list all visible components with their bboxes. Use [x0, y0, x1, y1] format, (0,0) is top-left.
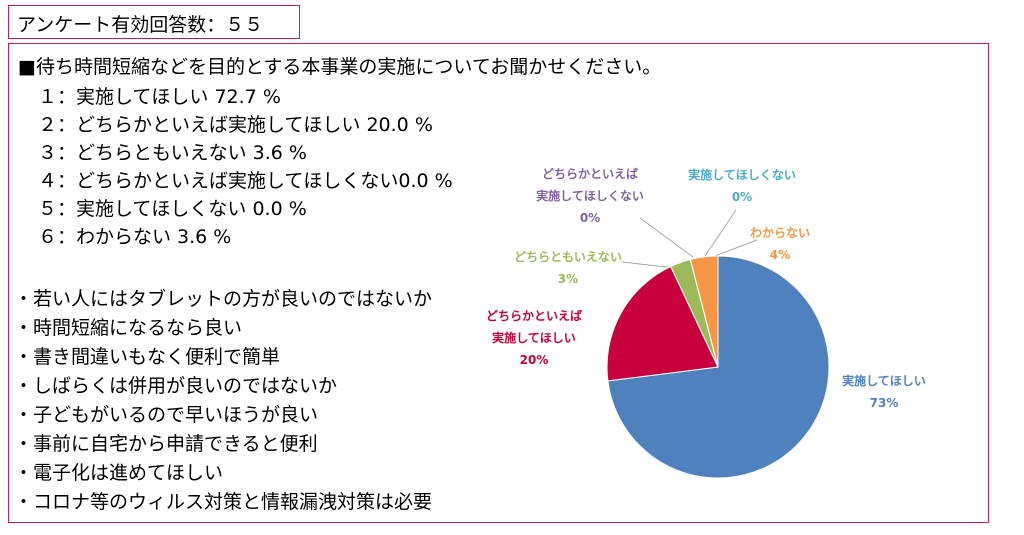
pie-slice — [606, 265, 719, 382]
data-label: どちらともいえない 3% — [514, 246, 622, 290]
comment: ・時間短縮になるなら良い — [14, 317, 243, 339]
label-category: 実施してほしい — [842, 374, 926, 388]
data-label: 実施してほしい 73% — [842, 370, 926, 414]
label-value: 73% — [869, 396, 899, 410]
leader-line — [621, 261, 677, 269]
comment: ・子どもがいるので早いほうが良い — [14, 404, 319, 426]
leader-line — [711, 239, 758, 258]
leader-lines — [621, 209, 758, 269]
leader-line — [639, 217, 694, 258]
header-box: アンケート有効回答数：５５ — [8, 5, 300, 39]
label-category: どちらかといえば 実施してほしい — [485, 309, 583, 345]
label-value: 4% — [769, 248, 791, 262]
answer: １：実施してほしい 72.7 % — [38, 86, 281, 108]
label-category: どちらともいえない — [514, 250, 622, 264]
answer: ２：どちらかといえば実施してほしい 20.0 % — [38, 114, 433, 136]
data-label: どちらかといえば 実施してほしくない 0% — [536, 163, 644, 229]
comment: ・電子化は進めてほしい — [14, 462, 224, 484]
label-category: 実施してほしくない — [688, 168, 796, 182]
answer: ６：わからない 3.6 % — [38, 226, 232, 248]
data-label: どちらかといえば 実施してほしい 20% — [486, 305, 582, 371]
label-category: どちらかといえば 実施してほしくない — [536, 167, 644, 203]
label-value: 3% — [557, 272, 579, 286]
label-value: 20% — [519, 353, 549, 367]
data-label: 実施してほしくない 0% — [688, 164, 796, 208]
comment: ・しばらくは併用が良いのではないか — [14, 375, 338, 397]
data-label: わからない 4% — [750, 222, 810, 266]
leader-line — [704, 209, 737, 257]
label-category: わからない — [749, 226, 811, 240]
comment: ・事前に自宅から申請できると便利 — [14, 433, 318, 455]
label-value: 0% — [579, 211, 601, 225]
comment: ・若い人にはタブレットの方が良いのではないか — [14, 288, 433, 310]
label-value: 0% — [731, 190, 753, 204]
answer: ４：どちらかといえば実施してほしくない0.0 % — [38, 170, 453, 192]
header-title: アンケート有効回答数：５５ — [17, 14, 264, 36]
answer: ３：どちらともいえない 3.6 % — [38, 142, 307, 164]
comment: ・書き間違いもなく便利で簡単 — [14, 346, 281, 368]
answer: ５：実施してほしくない 0.0 % — [38, 198, 307, 220]
main-box — [8, 43, 989, 523]
pie-slice — [689, 255, 719, 368]
question: ■待ち時間短縮などを目的とする本事業の実施についてお聞かせください。 — [18, 56, 662, 78]
comment: ・コロナ等のウィルス対策と情報漏洩対策は必要 — [14, 491, 433, 513]
